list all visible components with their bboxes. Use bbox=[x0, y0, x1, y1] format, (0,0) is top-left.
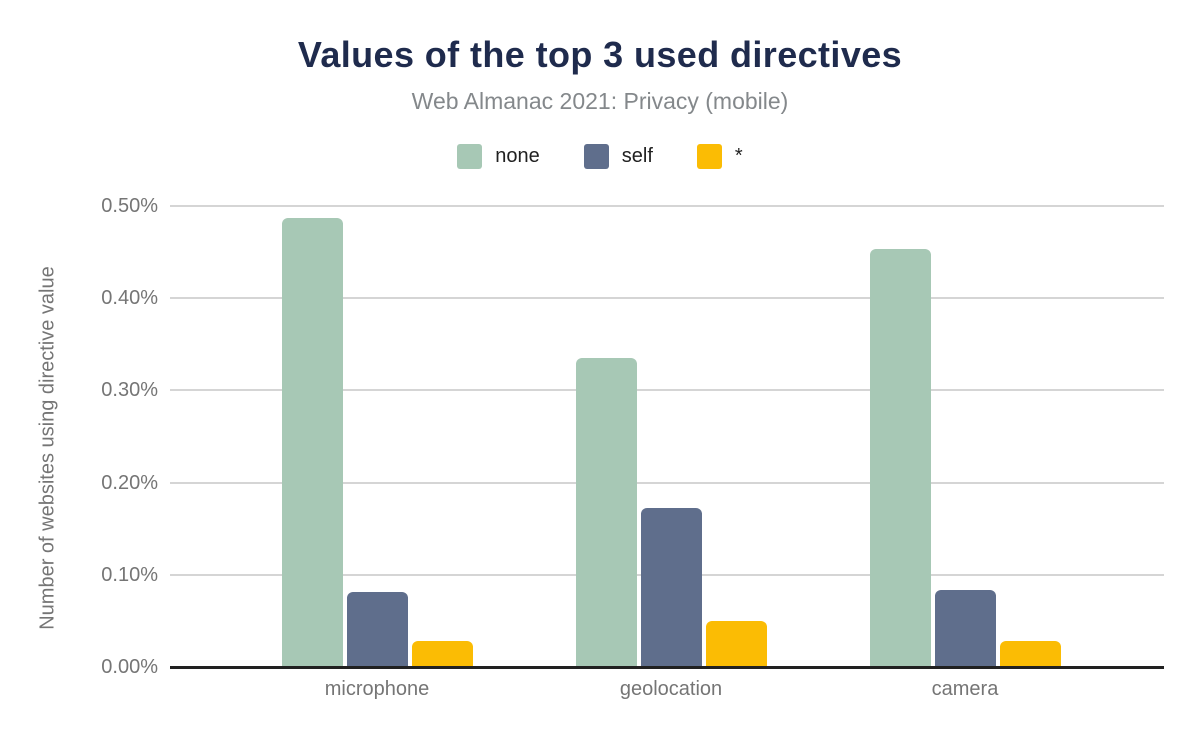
y-tick-label: 0.20% bbox=[101, 471, 158, 494]
gridline bbox=[170, 389, 1164, 392]
bar-camera-star bbox=[999, 641, 1061, 667]
bar-geolocation-self bbox=[640, 508, 702, 667]
bar-geolocation-star bbox=[705, 620, 767, 667]
x-axis-line bbox=[170, 666, 1164, 669]
bar-microphone-self bbox=[346, 592, 408, 667]
x-category-label: microphone bbox=[324, 678, 430, 700]
legend: none self * bbox=[0, 144, 1200, 169]
chart-subtitle: Web Almanac 2021: Privacy (mobile) bbox=[411, 88, 789, 114]
legend-label: self bbox=[621, 145, 653, 167]
legend-swatch-none-icon bbox=[457, 144, 483, 169]
y-tick-label: 0.50% bbox=[101, 195, 158, 217]
y-tick-label: 0.40% bbox=[101, 287, 158, 310]
y-tick-label: 0.30% bbox=[101, 379, 158, 402]
bar-microphone-none bbox=[281, 217, 343, 667]
legend-label: * bbox=[734, 145, 743, 167]
bar-microphone-star bbox=[411, 641, 473, 667]
chart-title: Values of the top 3 used directives bbox=[297, 34, 903, 75]
y-tick-label: 0.10% bbox=[101, 563, 158, 586]
legend-item-none: none bbox=[457, 144, 540, 169]
bar-camera-self bbox=[934, 590, 996, 667]
legend-swatch-self-icon bbox=[583, 144, 609, 169]
x-category-label: camera bbox=[931, 678, 999, 700]
legend-item-star: * bbox=[696, 144, 743, 169]
gridline bbox=[170, 481, 1164, 484]
bar-camera-none bbox=[869, 249, 931, 667]
gridline bbox=[170, 205, 1164, 207]
y-tick-label: 0.00% bbox=[101, 656, 158, 678]
legend-item-self: self bbox=[583, 144, 653, 169]
legend-swatch-star-icon bbox=[696, 144, 722, 169]
legend-label: none bbox=[495, 145, 540, 167]
gridline bbox=[170, 297, 1164, 300]
x-category-label: geolocation bbox=[619, 678, 723, 700]
bar-geolocation-none bbox=[575, 358, 637, 667]
